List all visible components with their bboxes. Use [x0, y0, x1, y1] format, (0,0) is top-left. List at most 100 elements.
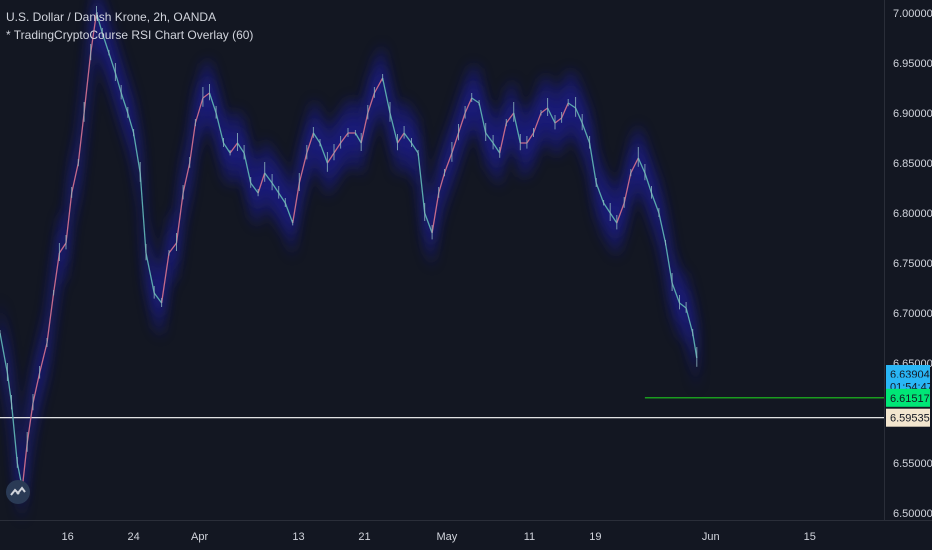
price-segment: [26, 402, 34, 444]
price-segment: [410, 142, 419, 154]
price-badge-bg: [886, 388, 930, 407]
price-segment: [464, 97, 473, 114]
price-segment: [630, 157, 639, 174]
x-tick-label: 24: [127, 531, 139, 543]
price-segment: [360, 112, 369, 144]
price-segment: [160, 252, 170, 304]
price-segment: [658, 212, 667, 244]
price-segment: [575, 107, 583, 124]
price-segment: [127, 112, 135, 134]
price-segment: [292, 182, 300, 224]
time-axis[interactable]: 16 24 Apr 13 21 May 11 19 Jun 15: [61, 531, 815, 543]
price-segment: [120, 92, 129, 114]
price-segment: [175, 192, 184, 244]
x-tick-label: 16: [61, 531, 73, 543]
price-segment: [616, 202, 625, 224]
price-segment: [215, 112, 225, 144]
price-segment: [65, 192, 73, 244]
y-tick-label: 6.70000: [893, 308, 932, 320]
price-segment: [644, 172, 653, 194]
price-segment: [71, 162, 79, 194]
price-segment: [333, 142, 342, 154]
price-segment: [278, 192, 286, 204]
price-segment: [222, 142, 231, 154]
price-segment: [603, 202, 611, 214]
price-segment: [52, 252, 61, 294]
price-segment: [373, 77, 384, 94]
price-segment: [101, 32, 110, 54]
price-segment: [554, 117, 562, 124]
price-segment: [685, 307, 694, 334]
price-lines: [0, 397, 884, 419]
price-segment: [236, 142, 245, 154]
x-tick-label: 21: [358, 531, 370, 543]
y-tick-label: 6.55000: [893, 458, 932, 470]
price-series: [0, 6, 698, 492]
symbol-title[interactable]: U.S. Dollar / Danish Krone, 2h, OANDA: [6, 10, 217, 24]
price-segment: [443, 152, 453, 174]
price-segment: [284, 202, 294, 224]
price-segment: [90, 12, 98, 54]
price-segment: [499, 122, 507, 154]
y-tick-label: 6.90000: [893, 108, 932, 120]
price-segment: [32, 372, 41, 404]
y-tick-label: 6.50000: [893, 508, 932, 520]
price-segment: [83, 52, 92, 114]
price-segment: [139, 172, 147, 254]
x-tick-label: Apr: [191, 531, 208, 543]
price-segment: [417, 152, 426, 214]
price-segment: [145, 252, 155, 294]
price-segment: [389, 112, 399, 144]
price-segment: [243, 152, 252, 184]
price-segment: [10, 402, 18, 464]
price-segment: [526, 132, 535, 144]
price-segment: [438, 172, 446, 194]
price-segment: [38, 342, 48, 374]
price-segment: [381, 77, 391, 114]
price-segment: [540, 107, 548, 114]
price-segment: [623, 172, 632, 204]
price-segment: [319, 142, 329, 164]
price-segment: [153, 292, 163, 304]
price-segment: [306, 132, 315, 154]
price-segment: [664, 242, 673, 284]
price-segment: [182, 162, 191, 194]
price-segment: [650, 192, 660, 214]
price-segment: [168, 242, 178, 254]
price-segment: [132, 132, 141, 174]
price-segment: [396, 132, 405, 144]
price-badge-bg: [886, 408, 930, 427]
y-tick-label: 6.80000: [893, 208, 932, 220]
price-segment: [547, 107, 556, 124]
price-segment: [298, 152, 308, 184]
price-segment: [505, 112, 515, 124]
price-segment: [46, 292, 55, 344]
chart-legend[interactable]: U.S. Dollar / Danish Krone, 2h, OANDA * …: [6, 8, 253, 44]
y-tick-label: 6.75000: [893, 258, 932, 270]
price-segment: [229, 142, 239, 154]
price-segment: [637, 157, 646, 174]
price-segment: [588, 142, 597, 184]
tradingview-logo-icon[interactable]: [6, 480, 30, 504]
price-badge-label: 6.61517: [890, 393, 930, 405]
rsi-overlay-band: [0, 0, 697, 522]
price-segment: [367, 92, 376, 114]
price-segment: [485, 132, 494, 144]
price-segment: [108, 52, 117, 74]
price-segment: [77, 112, 85, 164]
price-segment: [478, 102, 487, 134]
price-segment: [609, 212, 618, 224]
price-segment: [424, 212, 433, 234]
price-segment: [58, 242, 67, 254]
x-tick-label: Jun: [702, 531, 720, 543]
price-segment: [340, 132, 349, 144]
y-tick-label: 6.85000: [893, 158, 932, 170]
price-segment: [595, 182, 605, 204]
price-segment: [264, 172, 273, 184]
indicator-title[interactable]: * TradingCryptoCourse RSI Chart Overlay …: [6, 28, 254, 42]
price-segment: [257, 172, 266, 194]
price-segment: [189, 122, 197, 164]
price-segment: [208, 92, 217, 114]
